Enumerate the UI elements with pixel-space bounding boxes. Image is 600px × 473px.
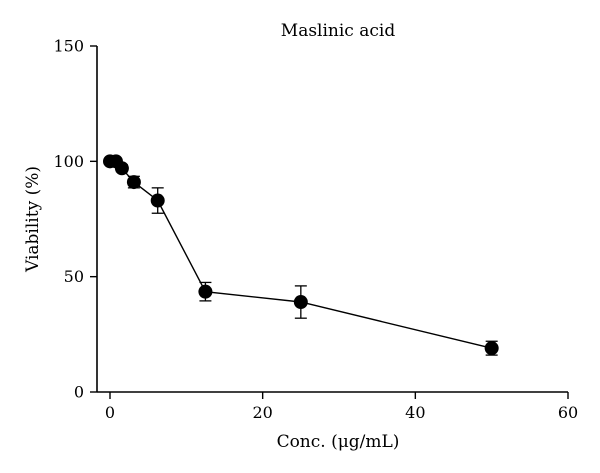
series-group bbox=[103, 154, 499, 356]
x-tick-label: 20 bbox=[252, 403, 272, 422]
x-tick-label: 60 bbox=[558, 403, 578, 422]
data-point bbox=[293, 295, 308, 310]
y-tick-label: 100 bbox=[53, 152, 84, 171]
x-tick-label: 0 bbox=[105, 403, 115, 422]
data-point bbox=[126, 175, 141, 190]
y-tick-label: 50 bbox=[64, 267, 84, 286]
data-point bbox=[484, 341, 499, 356]
chart-title: Maslinic acid bbox=[281, 21, 396, 41]
x-axis-title: Conc. (μg/mL) bbox=[277, 432, 400, 452]
data-point bbox=[150, 193, 165, 208]
y-tick-label: 150 bbox=[53, 37, 84, 56]
x-tick-label: 40 bbox=[405, 403, 425, 422]
data-point bbox=[114, 161, 129, 176]
y-tick-label: 0 bbox=[74, 383, 84, 402]
x-ticks: 0 20 40 60 bbox=[105, 392, 578, 422]
series-line bbox=[110, 160, 492, 349]
y-ticks: 0 50 100 150 bbox=[53, 37, 97, 402]
y-axis-title: Viability (%) bbox=[23, 166, 43, 273]
data-point bbox=[198, 284, 213, 299]
